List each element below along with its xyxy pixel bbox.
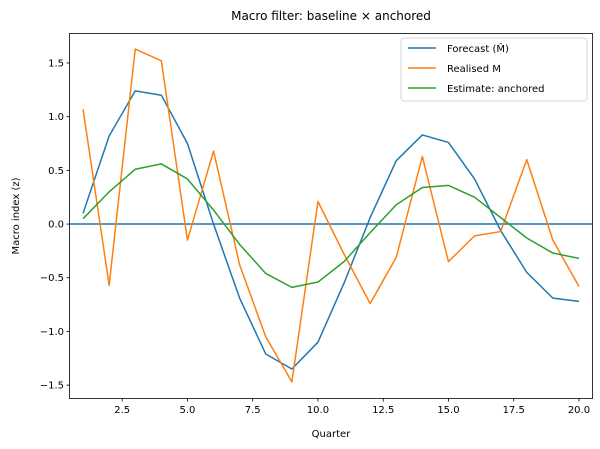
y-tick-label: −1.5: [40, 381, 64, 392]
legend-label-3: Estimate: anchored: [447, 84, 545, 95]
legend-box: [400, 37, 588, 102]
y-tick-label: 0.0: [48, 220, 64, 231]
x-tick-label: 2.5: [114, 405, 130, 416]
legend: Forecast (M̂) Realised M Estimate: anchore…: [400, 37, 588, 102]
x-axis-title: Quarter: [312, 429, 352, 440]
plot-frame: [69, 33, 593, 399]
y-tick-label: −1.0: [40, 327, 64, 338]
series-line-2: [82, 48, 580, 383]
y-tick-label: 1.0: [48, 112, 64, 123]
x-tick-label: 5.0: [179, 405, 195, 416]
y-tick-label: −0.5: [40, 273, 64, 284]
legend-label-2: Realised M: [447, 64, 501, 75]
series-line-1: [82, 90, 580, 370]
plot-layer: [70, 48, 592, 383]
x-tick-label: 20.0: [568, 405, 590, 416]
x-tick-label: 10.0: [307, 405, 329, 416]
x-tick-label: 12.5: [372, 405, 394, 416]
chart-title: Macro filter: baseline × anchored: [231, 9, 431, 23]
x-tick-label: 17.5: [503, 405, 525, 416]
y-tick-label: 0.5: [48, 166, 64, 177]
y-axis-title: Macro index (z): [11, 177, 22, 254]
x-tick-label: 15.0: [437, 405, 459, 416]
series-line-3: [82, 163, 580, 289]
x-axis: 2.5 5.0 7.5 10.0 12.5 15.0 17.5 20.0: [114, 398, 590, 416]
x-tick-label: 7.5: [245, 405, 261, 416]
legend-label-1: Forecast (M̂): [447, 42, 509, 55]
y-axis: −1.5 −1.0 −0.5 0.0 0.5 1.0 1.5: [40, 58, 70, 392]
y-tick-label: 1.5: [48, 58, 64, 69]
